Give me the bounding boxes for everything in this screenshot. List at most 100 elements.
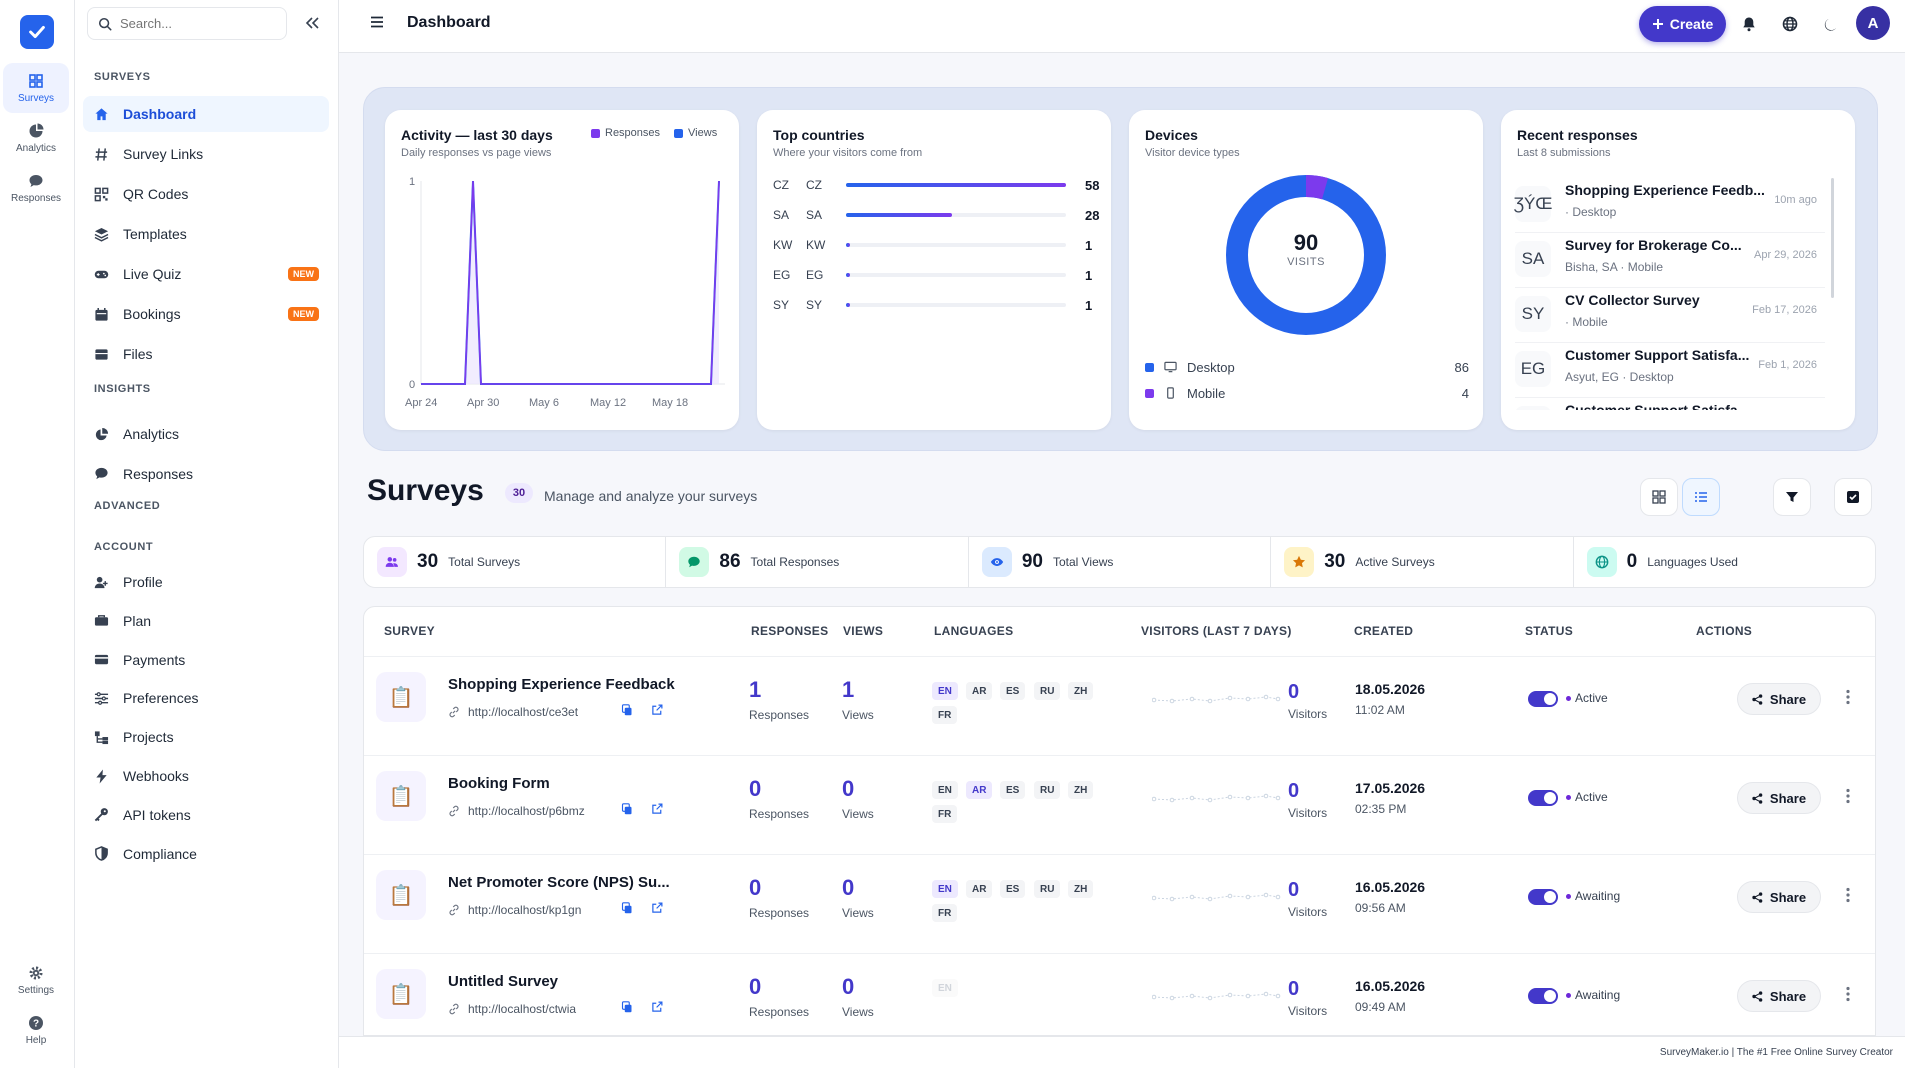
- survey-name[interactable]: Shopping Experience Feedback: [448, 676, 675, 693]
- more-actions-button[interactable]: [1846, 887, 1850, 908]
- table-row[interactable]: 📋 Booking Form http://localhost/p6bmz 0 Resp…: [364, 755, 1875, 854]
- scrollbar[interactable]: [1831, 178, 1834, 298]
- language-chip[interactable]: FR: [932, 706, 958, 724]
- open-link-button[interactable]: [651, 901, 663, 919]
- language-chip[interactable]: RU: [1034, 781, 1061, 799]
- language-chip[interactable]: ZH: [1068, 880, 1094, 898]
- copy-link-button[interactable]: [621, 703, 633, 721]
- collapse-sidebar-button[interactable]: [301, 12, 323, 34]
- grid-view-button[interactable]: [1640, 478, 1678, 516]
- table-row[interactable]: 📋 Shopping Experience Feedback http://loca…: [364, 656, 1875, 755]
- share-button[interactable]: Share: [1737, 881, 1821, 913]
- app-logo[interactable]: [20, 15, 54, 49]
- rail-item-surveys[interactable]: Surveys: [3, 63, 69, 113]
- survey-url[interactable]: http://localhost/ce3et: [468, 705, 579, 719]
- language-chip[interactable]: FR: [932, 904, 958, 922]
- more-actions-button[interactable]: [1846, 788, 1850, 809]
- sidebar-item-analytics[interactable]: Analytics: [83, 416, 329, 452]
- rail-item-help[interactable]: ? Help: [3, 1005, 69, 1055]
- language-chip[interactable]: EN: [932, 880, 958, 898]
- table-row[interactable]: 📋 Untitled Survey http://localhost/ctwia 0 R…: [364, 953, 1875, 1035]
- status-toggle[interactable]: [1528, 889, 1558, 905]
- sidebar-item-dashboard[interactable]: Dashboard: [83, 96, 329, 132]
- survey-url[interactable]: http://localhost/p6bmz: [468, 804, 585, 818]
- status-toggle[interactable]: [1528, 988, 1558, 1004]
- language-chip[interactable]: ES: [1000, 682, 1026, 700]
- sidebar-item-bookings[interactable]: Bookings NEW: [83, 296, 329, 332]
- column-header: SURVEY: [384, 624, 435, 638]
- search-input[interactable]: [120, 16, 270, 31]
- sidebar-item-compliance[interactable]: Compliance: [83, 836, 329, 872]
- sidebar-item-preferences[interactable]: Preferences: [83, 680, 329, 716]
- share-button[interactable]: Share: [1737, 683, 1821, 715]
- copy-link-button[interactable]: [621, 1000, 633, 1018]
- notifications-button[interactable]: [1738, 13, 1760, 35]
- menu-toggle-button[interactable]: [369, 14, 385, 35]
- rail-item-analytics[interactable]: Analytics: [3, 113, 69, 163]
- sidebar-item-webhooks[interactable]: Webhooks: [83, 758, 329, 794]
- sidebar-item-files[interactable]: Files: [83, 336, 329, 372]
- search-box[interactable]: [87, 7, 287, 40]
- survey-url[interactable]: http://localhost/ctwia: [468, 1002, 577, 1016]
- status-toggle[interactable]: [1528, 691, 1558, 707]
- table-row[interactable]: 📋 Net Promoter Score (NPS) Su... http://lo…: [364, 854, 1875, 953]
- sidebar-item-templates[interactable]: Templates: [83, 216, 329, 252]
- language-chip[interactable]: AR: [966, 682, 993, 700]
- sidebar-item-survey-links[interactable]: Survey Links: [83, 136, 329, 172]
- recent-response-item[interactable]: SY CV Collector Survey · Mobile Feb 17, 202…: [1515, 288, 1825, 343]
- more-actions-button[interactable]: [1846, 689, 1850, 710]
- copy-link-button[interactable]: [621, 802, 633, 820]
- language-chip[interactable]: AR: [966, 880, 993, 898]
- share-button[interactable]: Share: [1737, 980, 1821, 1012]
- language-chip[interactable]: EN: [932, 682, 958, 700]
- more-actions-button[interactable]: [1846, 986, 1850, 1007]
- language-chip[interactable]: ZH: [1068, 781, 1094, 799]
- survey-name[interactable]: Booking Form: [448, 775, 550, 792]
- sidebar-item-payments[interactable]: Payments: [83, 642, 329, 678]
- language-chip[interactable]: RU: [1034, 682, 1061, 700]
- country-bar: [846, 303, 1066, 307]
- country-row: SA SA 28: [773, 205, 1103, 225]
- sidebar-item-plan[interactable]: Plan: [83, 603, 329, 639]
- language-chip[interactable]: EN: [932, 979, 958, 997]
- recent-response-item[interactable]: Customer Support Satisfa...: [1515, 398, 1825, 410]
- language-chip[interactable]: FR: [932, 805, 958, 823]
- copy-link-button[interactable]: [621, 901, 633, 919]
- status-toggle[interactable]: [1528, 790, 1558, 806]
- language-chip[interactable]: ES: [1000, 781, 1026, 799]
- status-badge: Active: [1566, 691, 1608, 705]
- rail-item-responses[interactable]: Responses: [3, 163, 69, 213]
- language-chip[interactable]: ZH: [1068, 682, 1094, 700]
- open-link-button[interactable]: [651, 1000, 663, 1018]
- survey-name[interactable]: Net Promoter Score (NPS) Su...: [448, 874, 670, 891]
- sidebar-item-profile[interactable]: Profile: [83, 564, 329, 600]
- survey-url[interactable]: http://localhost/kp1gn: [468, 903, 582, 917]
- recent-response-item[interactable]: EG Customer Support Satisfa... Asyut, EG ·…: [1515, 343, 1825, 398]
- language-chip[interactable]: AR: [966, 781, 993, 799]
- open-link-button[interactable]: [651, 802, 663, 820]
- recent-response-item[interactable]: ƷÝŒ Shopping Experience Feedb... · Desktop…: [1514, 178, 1825, 233]
- theme-toggle-button[interactable]: [1819, 13, 1841, 35]
- create-button[interactable]: Create: [1639, 6, 1726, 42]
- language-chip[interactable]: ES: [1000, 880, 1026, 898]
- language-button[interactable]: [1779, 13, 1801, 35]
- user-avatar[interactable]: A: [1856, 6, 1890, 40]
- recent-list[interactable]: ƷÝŒ Shopping Experience Feedb... · Desktop…: [1501, 178, 1855, 410]
- language-chip[interactable]: EN: [932, 781, 958, 799]
- select-button[interactable]: [1834, 478, 1872, 516]
- sidebar-item-responses[interactable]: Responses: [83, 456, 329, 492]
- sidebar-item-live-quiz[interactable]: Live Quiz NEW: [83, 256, 329, 292]
- filter-button[interactable]: [1773, 478, 1811, 516]
- sidebar-item-projects[interactable]: Projects: [83, 719, 329, 755]
- country-code: SA: [806, 208, 823, 222]
- open-link-button[interactable]: [651, 703, 663, 721]
- share-button[interactable]: Share: [1737, 782, 1821, 814]
- rail-item-settings[interactable]: Settings: [3, 955, 69, 1005]
- list-view-button[interactable]: [1682, 478, 1720, 516]
- sidebar-item-qr-codes[interactable]: QR Codes: [83, 176, 329, 212]
- recent-response-item[interactable]: SA Survey for Brokerage Co... Bisha, SA · …: [1515, 233, 1825, 288]
- language-chip[interactable]: RU: [1034, 880, 1061, 898]
- country-flag: SA: [1515, 241, 1551, 277]
- sidebar-item-api-tokens[interactable]: API tokens: [83, 797, 329, 833]
- survey-name[interactable]: Untitled Survey: [448, 973, 559, 990]
